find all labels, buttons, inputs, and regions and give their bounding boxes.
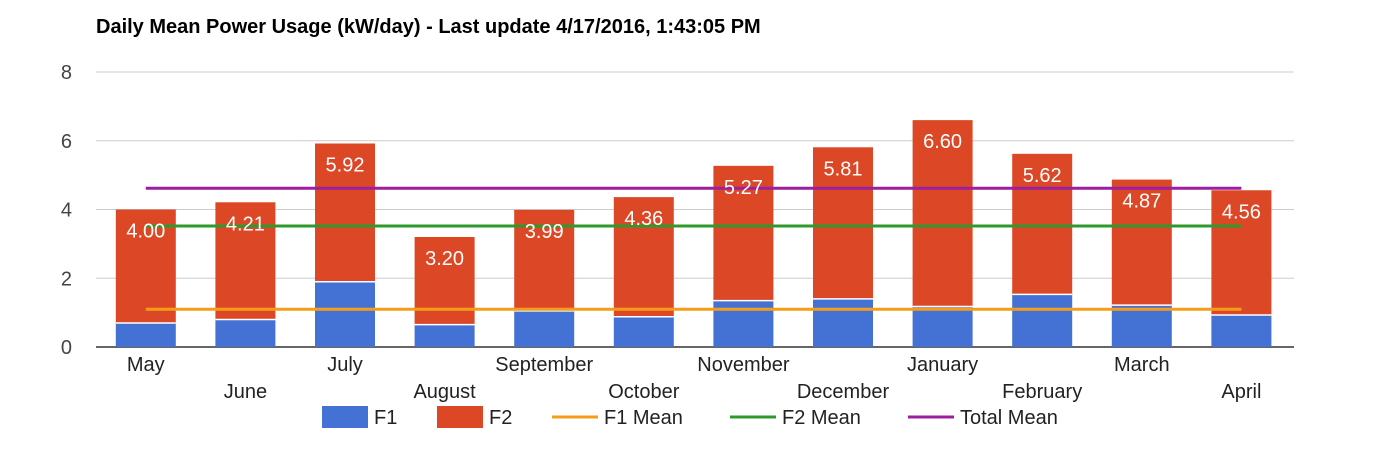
bar-f2 [315, 143, 375, 282]
y-tick-label: 6 [61, 131, 72, 153]
legend-label: F1 [374, 407, 397, 429]
bar-total-label: 4.36 [624, 208, 663, 230]
bar-total-label: 6.60 [923, 131, 962, 153]
bar-total-label: 4.56 [1222, 201, 1261, 223]
gridlines [96, 71, 1294, 348]
legend[interactable]: F1 F2 F1 Mean F2 Mean Total Mean [322, 406, 1058, 429]
x-tick-label: December [797, 381, 890, 403]
bar-total-label: 3.99 [525, 221, 564, 243]
bar-total-label: 5.81 [824, 158, 863, 180]
y-tick-label: 0 [61, 337, 72, 359]
bar-total-labels: 4.00 4.21 5.92 3.20 3.99 4.36 5.27 5.81 6.60 5.62… [126, 131, 1261, 270]
bar-f2 [1211, 190, 1272, 316]
bar-f1 [1211, 315, 1272, 347]
bar-f1 [613, 316, 674, 347]
legend-swatch [322, 406, 368, 428]
bar-f2 [215, 202, 276, 320]
bar-total-label: 3.20 [425, 248, 464, 270]
legend-label: Total Mean [960, 407, 1058, 429]
bar-f1 [813, 298, 873, 347]
bar-f2 [613, 197, 674, 317]
mean-lines [145, 186, 1242, 311]
bar-total-label: 5.27 [724, 177, 763, 199]
x-tick-label: February [1002, 381, 1082, 403]
x-tick-label: January [907, 354, 978, 376]
x-tick-label: October [608, 381, 679, 403]
bar-f2 [115, 209, 176, 323]
bar-f1 [414, 324, 475, 347]
bar-f1 [115, 322, 176, 347]
bars [115, 120, 1272, 347]
x-tick-label: May [127, 354, 165, 376]
legend-item-f1-mean[interactable]: F1 Mean [552, 407, 683, 429]
legend-item-f2[interactable]: F2 [437, 406, 512, 429]
legend-label: F2 [489, 407, 512, 429]
bar-total-label: 5.92 [326, 155, 365, 177]
y-axis-ticks: 0 2 4 6 8 [61, 62, 72, 359]
legend-label: F1 Mean [604, 407, 683, 429]
y-tick-label: 2 [61, 268, 72, 290]
bar-f1 [315, 281, 375, 347]
legend-item-total-mean[interactable]: Total Mean [908, 407, 1058, 429]
legend-swatch [437, 406, 483, 428]
x-tick-label: March [1114, 354, 1170, 376]
bar-f1 [713, 300, 774, 347]
x-tick-label: November [697, 354, 790, 376]
bar-total-label: 4.87 [1122, 191, 1161, 213]
bar-f1 [1111, 305, 1172, 347]
x-tick-label: September [495, 354, 593, 376]
bar-f2 [1111, 179, 1172, 306]
bar-f1 [912, 306, 973, 347]
bar-f2 [912, 120, 973, 307]
x-tick-label: August [413, 381, 476, 403]
bar-total-label: 4.00 [126, 221, 165, 243]
bar-f1 [1012, 294, 1073, 347]
bar-f1 [215, 319, 276, 347]
chart-title: Daily Mean Power Usage (kW/day) - Last u… [96, 16, 761, 38]
bar-f2 [813, 147, 873, 299]
legend-item-f1[interactable]: F1 [322, 406, 397, 429]
bar-f1 [514, 310, 575, 347]
y-tick-label: 8 [61, 62, 72, 84]
bar-total-label: 4.21 [226, 213, 265, 235]
bar-total-label: 5.62 [1023, 165, 1062, 187]
x-tick-label: April [1221, 381, 1261, 403]
legend-item-f2-mean[interactable]: F2 Mean [730, 407, 861, 429]
x-tick-label: July [327, 354, 363, 376]
x-axis-ticks: May June July August September October Novembe… [127, 354, 1262, 403]
legend-label: F2 Mean [782, 407, 861, 429]
y-tick-label: 4 [61, 200, 72, 222]
x-tick-label: June [224, 381, 267, 403]
bar-f2 [1012, 153, 1073, 295]
